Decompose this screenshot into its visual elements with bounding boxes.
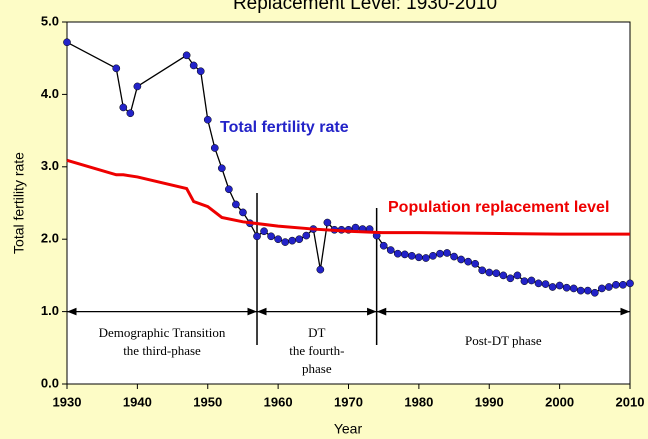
point	[253, 232, 261, 241]
point	[576, 286, 585, 295]
x-tick-label: 1950	[193, 394, 222, 409]
x-tick-label: 1930	[53, 394, 82, 409]
x-tick-label: 2000	[545, 394, 574, 409]
point	[422, 254, 430, 262]
point	[225, 185, 233, 194]
y-tick-label: 4.0	[41, 86, 59, 101]
y-tick-label: 1.0	[41, 303, 59, 318]
series-line	[66, 158, 630, 236]
x-axis-label: Year	[334, 421, 363, 437]
phase-label: phase	[302, 361, 332, 376]
x-tick-label: 1970	[334, 394, 363, 409]
point	[239, 208, 247, 217]
point	[520, 277, 529, 286]
point	[267, 232, 275, 241]
x-tick-label: 1940	[123, 394, 152, 409]
point	[619, 280, 627, 289]
point	[386, 246, 395, 254]
series-annotation: Total fertility rate	[220, 119, 349, 136]
point	[555, 281, 564, 290]
point	[316, 265, 325, 274]
series-annotation: Population replacement level	[388, 199, 609, 216]
point	[450, 252, 458, 261]
point	[274, 235, 282, 244]
point	[295, 235, 304, 244]
y-tick-label: 2.0	[41, 231, 59, 246]
point	[605, 283, 613, 291]
x-tick-label: 1960	[264, 394, 293, 409]
point	[478, 266, 487, 275]
x-tick-label: 2010	[616, 394, 645, 409]
point	[302, 231, 311, 240]
point	[203, 115, 212, 124]
point	[400, 250, 409, 259]
point	[562, 283, 571, 292]
point	[548, 283, 557, 291]
chart-title: Replacement Level: 1930-2010	[233, 0, 497, 14]
point	[612, 280, 620, 289]
phase-label: the third-phase	[123, 343, 201, 358]
point	[492, 269, 501, 278]
point	[457, 255, 465, 264]
point	[471, 259, 480, 268]
x-tick-label: 1990	[475, 394, 504, 409]
x-tick-label: 1980	[404, 394, 433, 409]
phase-label: Post-DT phase	[465, 333, 542, 348]
y-tick-label: 0.0	[41, 375, 59, 390]
point	[112, 64, 121, 73]
phase-label: Demographic Transition	[99, 325, 226, 340]
point	[281, 238, 290, 246]
point	[513, 271, 522, 280]
point	[598, 284, 606, 293]
point	[506, 274, 515, 283]
point	[443, 249, 451, 257]
phase-label: the fourth-	[289, 343, 344, 358]
point	[541, 280, 550, 288]
point	[210, 144, 219, 152]
point	[626, 279, 634, 288]
point	[189, 61, 198, 70]
point	[323, 218, 332, 227]
point	[429, 252, 437, 260]
point	[590, 288, 599, 297]
point	[182, 51, 191, 60]
point	[499, 271, 508, 280]
point	[569, 284, 578, 293]
point	[393, 249, 402, 258]
point	[407, 252, 416, 260]
point	[583, 286, 592, 295]
point	[126, 109, 135, 118]
point	[527, 276, 536, 285]
point	[217, 164, 226, 173]
point	[63, 38, 71, 47]
point	[436, 249, 444, 258]
point	[534, 279, 543, 288]
point	[260, 227, 268, 236]
point	[464, 257, 472, 266]
point	[232, 200, 240, 209]
point	[379, 241, 388, 250]
y-tick-label: 5.0	[41, 13, 59, 28]
point	[133, 82, 142, 91]
point	[119, 103, 128, 112]
point	[196, 67, 205, 76]
point	[485, 268, 494, 277]
phase-label: DT	[308, 325, 325, 340]
point	[288, 236, 297, 245]
y-axis-label: Total fertility rate	[11, 152, 27, 254]
point	[415, 253, 423, 262]
y-tick-label: 3.0	[41, 158, 59, 173]
plot-area	[67, 22, 630, 384]
